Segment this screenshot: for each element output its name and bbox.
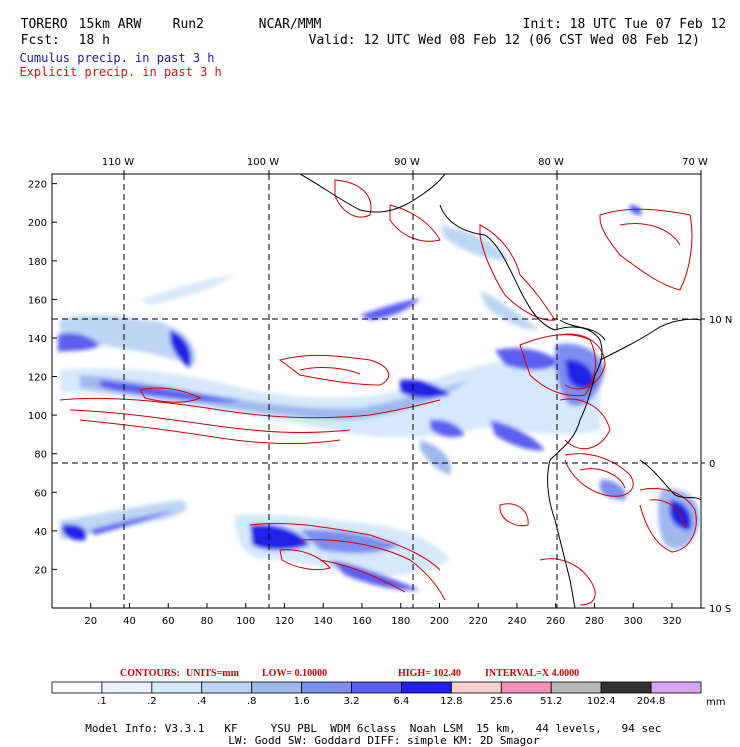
colorbar-swatch [251,681,303,694]
colorbar-label: .4 [197,696,207,707]
lat-label: 10 N [709,315,732,326]
colorbar-swatch [550,681,602,694]
x-tick-label: 300 [624,616,643,627]
longitude-labels: 110 W 100 W 90 W 80 W 70 W [102,157,708,174]
colorbar-label: 25.6 [490,696,512,707]
x-tick-label: 40 [123,616,136,627]
lon-label: 110 W [102,157,134,168]
colorbar-label: .2 [147,696,157,707]
colorbar-label: 102.4 [587,696,616,707]
x-tick-label: 240 [507,616,526,627]
model-name: TORERO [20,17,68,32]
colorbar-label: 1.6 [294,696,310,707]
coastline [299,174,701,608]
x-tick-label: 80 [201,616,214,627]
legend-explicit: Explicit precip. in past 3 h [19,65,222,79]
contour-high: HIGH= 102.40 [398,668,461,679]
y-tick-label: 120 [28,373,47,384]
run-label: Run2 [172,17,204,32]
x-tick-label: 60 [162,616,175,627]
contour-info: CONTOURS: UNITS=mm LOW= 0.10000 HIGH= 10… [120,668,579,679]
colorbar-label: 12.8 [440,696,462,707]
valid-time: Valid: 12 UTC Wed 08 Feb 12 (06 CST Wed … [308,33,700,48]
init-time: Init: 18 UTC Tue 07 Feb 12 [522,17,727,32]
lon-label: 70 W [682,157,708,168]
x-tick-label: 320 [662,616,681,627]
x-axis-ticks: 20 40 60 80 100 120 140 160 180 200 220 240 260 280 30… [84,603,681,627]
x-tick-label: 20 [84,616,97,627]
coastline-east [639,459,701,501]
x-tick-label: 260 [546,616,565,627]
y-tick-label: 220 [28,180,47,191]
x-tick-label: 120 [275,616,294,627]
lon-label: 100 W [247,157,279,168]
graticule [52,174,701,608]
latitude-labels: 10 N 0 10 S [701,315,732,615]
lon-label: 80 W [538,157,564,168]
colorbar-label: .8 [247,696,257,707]
model-info-line: Model Info: V3.3.1 KF YSU PBL WDM 6class… [85,722,662,735]
fcst-value: 18 h [78,33,110,48]
colorbar-swatch [600,681,652,694]
y-tick-label: 140 [28,334,47,345]
contour-units: UNITS=mm [186,668,240,679]
colorbar [51,681,702,694]
y-axis-ticks: 20 40 60 80 100 120 140 160 180 200 220 [28,180,57,576]
x-tick-label: 180 [391,616,410,627]
colorbar-label: 204.8 [637,696,666,707]
colorbar-swatch [151,681,203,694]
lat-label: 0 [709,459,715,470]
x-tick-label: 140 [314,616,333,627]
colorbar-swatch [450,681,502,694]
x-tick-label: 160 [352,616,371,627]
colorbar-swatch [201,681,253,694]
y-tick-label: 40 [34,527,47,538]
colorbar-swatch [650,681,702,694]
physics-info-line: LW: Godd SW: Goddard DIFF: simple KM: 2D… [228,734,540,747]
colorbar-swatch [301,681,352,694]
colorbar-label: 3.2 [344,696,360,707]
contour-low: LOW= 0.10000 [262,668,327,679]
x-tick-label: 220 [469,616,488,627]
y-tick-label: 80 [34,450,47,461]
colorbar-label: 51.2 [540,696,562,707]
colorbar-swatch [101,681,153,694]
y-tick-label: 100 [28,411,47,422]
colorbar-swatch [51,681,103,694]
org-label: NCAR/MMM [258,17,322,32]
colorbar-label: 6.4 [394,696,410,707]
colorbar-unit: mm [706,697,725,708]
contour-interval: INTERVAL=X 4.0000 [485,668,579,679]
colorbar-labels: .1 .2 .4 .8 1.6 3.2 6.4 12.8 25.6 51.2 102.4 204.8 [97,696,665,707]
lon-label: 90 W [394,157,420,168]
model-resolution: 15km ARW [78,17,142,32]
x-tick-label: 100 [236,616,255,627]
colorbar-swatch [401,681,452,694]
y-tick-label: 20 [34,565,47,576]
y-tick-label: 200 [28,218,47,229]
colorbar-swatch [351,681,402,694]
x-tick-label: 280 [585,616,604,627]
lat-label: 10 S [709,604,731,615]
colorbar-swatch [500,681,552,694]
legend-cumulus: Cumulus precip. in past 3 h [19,51,215,65]
x-tick-label: 200 [430,616,449,627]
y-tick-label: 60 [34,488,47,499]
fcst-label: Fcst: [20,33,60,48]
y-tick-label: 160 [28,295,47,306]
contour-label: CONTOURS: [120,668,180,679]
colorbar-label: .1 [97,696,107,707]
cumulus-precip-field [58,205,700,591]
y-tick-label: 180 [28,257,47,268]
